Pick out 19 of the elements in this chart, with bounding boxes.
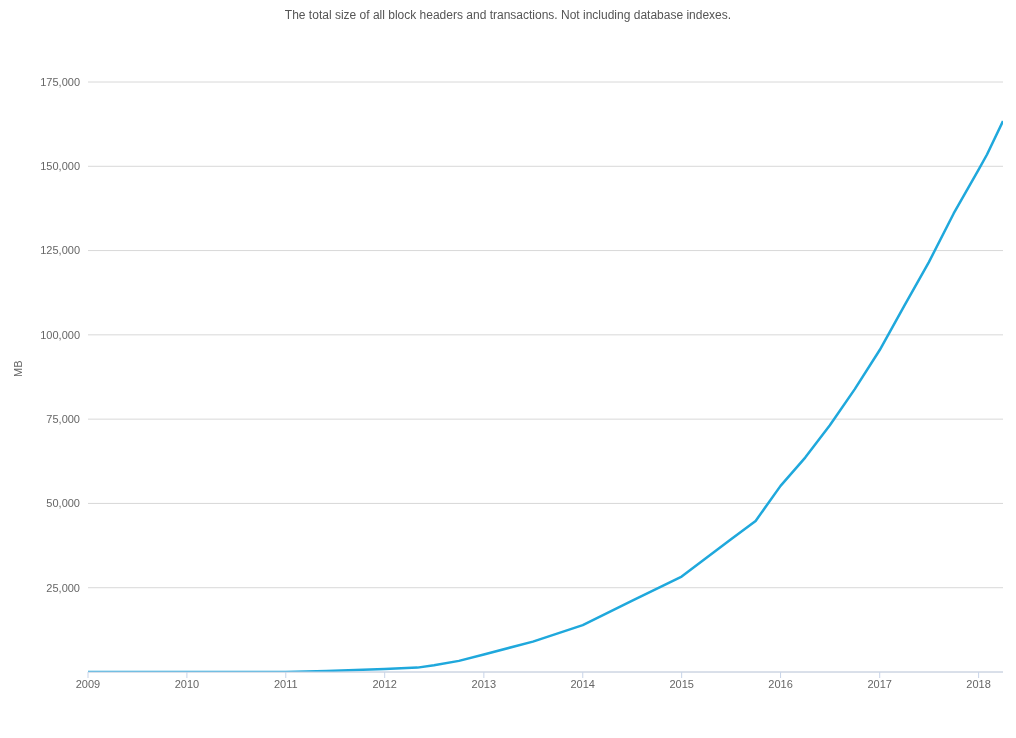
y-tick-label: 150,000 xyxy=(40,160,80,173)
x-tick-label: 2013 xyxy=(471,677,497,690)
x-tick-label: 2016 xyxy=(768,677,793,690)
y-tick-label: 75,000 xyxy=(46,413,80,426)
y-axis-title: MB xyxy=(11,360,24,377)
x-tick-label: 2009 xyxy=(75,677,101,690)
x-tick-label: 2018 xyxy=(966,677,991,690)
chart-subtitle: The total size of all block headers and transactions. Not including database indexes. xyxy=(283,8,733,24)
x-tick-label: 2012 xyxy=(372,677,397,690)
x-tick-label: 2017 xyxy=(867,677,892,690)
y-tick-label: 50,000 xyxy=(46,497,80,510)
y-tick-label: 175,000 xyxy=(40,75,80,88)
y-tick-label: 25,000 xyxy=(46,581,80,594)
x-tick-label: 2015 xyxy=(669,677,694,690)
x-tick-label: 2010 xyxy=(174,677,200,690)
y-tick-label: 100,000 xyxy=(40,328,80,341)
x-tick-label: 2011 xyxy=(273,677,298,690)
y-tick-label: 125,000 xyxy=(40,244,80,257)
x-tick-label: 2014 xyxy=(570,677,595,690)
